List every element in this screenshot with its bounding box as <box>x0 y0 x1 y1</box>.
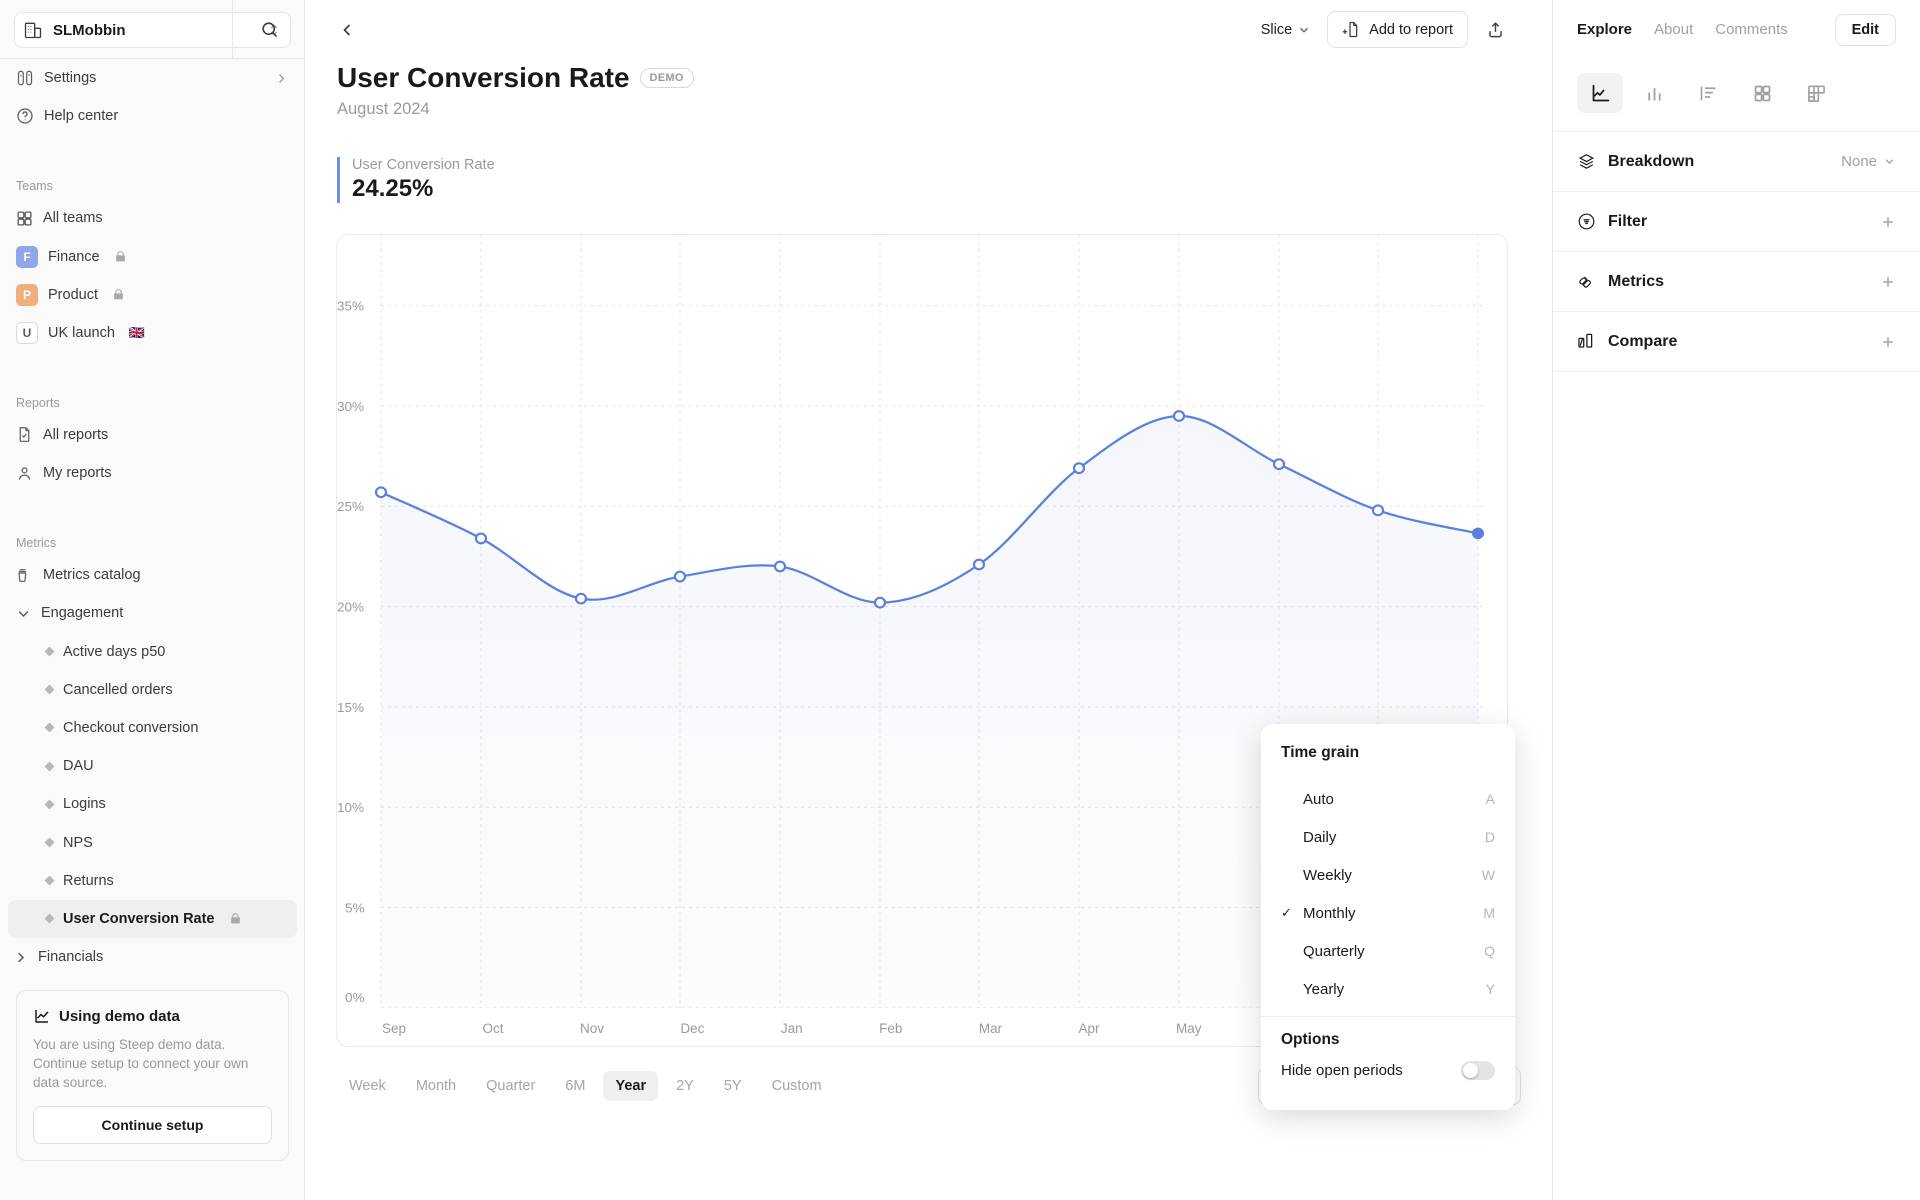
svg-text:15%: 15% <box>337 700 364 715</box>
svg-text:10%: 10% <box>337 800 364 815</box>
svg-text:25%: 25% <box>337 499 364 514</box>
svg-text:20%: 20% <box>337 600 364 615</box>
svg-text:0%: 0% <box>345 990 365 1005</box>
svg-text:35%: 35% <box>337 299 364 314</box>
svg-text:30%: 30% <box>337 399 364 414</box>
svg-text:5%: 5% <box>345 901 365 916</box>
